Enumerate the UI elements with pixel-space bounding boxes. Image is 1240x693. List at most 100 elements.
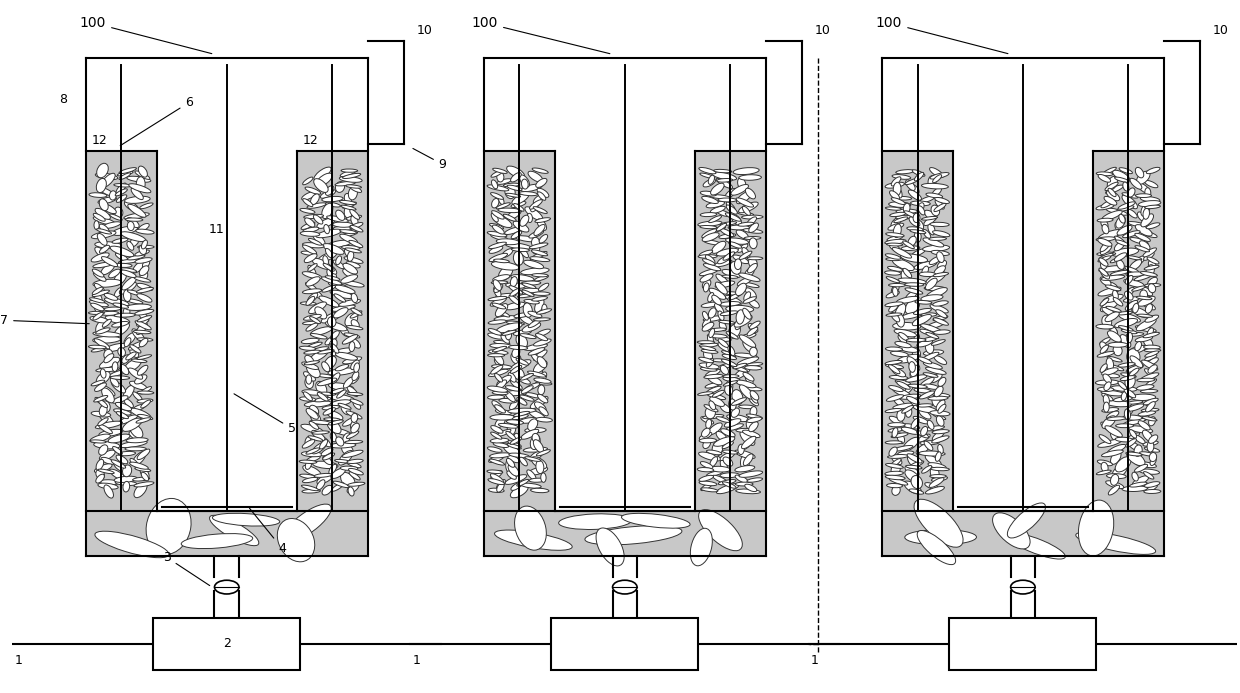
Ellipse shape: [309, 421, 319, 430]
Ellipse shape: [1104, 196, 1117, 205]
Ellipse shape: [1125, 300, 1137, 310]
Ellipse shape: [348, 487, 355, 496]
Ellipse shape: [1007, 533, 1065, 559]
Ellipse shape: [348, 468, 363, 475]
Ellipse shape: [936, 310, 947, 318]
Ellipse shape: [749, 258, 758, 268]
Ellipse shape: [496, 410, 511, 414]
Bar: [694, 150, 765, 511]
Ellipse shape: [336, 182, 345, 193]
Ellipse shape: [98, 187, 114, 196]
Bar: [154, 618, 300, 669]
Ellipse shape: [743, 297, 756, 304]
Ellipse shape: [903, 203, 910, 213]
Ellipse shape: [697, 468, 714, 472]
Ellipse shape: [496, 203, 511, 209]
Ellipse shape: [897, 209, 918, 213]
Ellipse shape: [93, 262, 114, 267]
Ellipse shape: [490, 453, 511, 458]
Ellipse shape: [314, 215, 322, 224]
Ellipse shape: [724, 419, 740, 427]
Ellipse shape: [920, 441, 939, 445]
Ellipse shape: [724, 385, 733, 395]
Ellipse shape: [99, 405, 107, 416]
Ellipse shape: [924, 216, 936, 225]
Ellipse shape: [1136, 326, 1156, 332]
Ellipse shape: [100, 369, 105, 378]
Ellipse shape: [515, 236, 539, 242]
Ellipse shape: [708, 175, 714, 184]
Ellipse shape: [528, 419, 538, 431]
Ellipse shape: [539, 407, 548, 416]
Ellipse shape: [746, 257, 763, 260]
Ellipse shape: [1125, 276, 1133, 284]
Ellipse shape: [330, 428, 352, 436]
Ellipse shape: [515, 506, 547, 550]
Ellipse shape: [885, 364, 904, 369]
Ellipse shape: [702, 233, 719, 241]
Ellipse shape: [301, 251, 316, 255]
Ellipse shape: [1105, 285, 1121, 291]
Ellipse shape: [497, 482, 505, 492]
Ellipse shape: [709, 466, 730, 472]
Ellipse shape: [910, 370, 916, 380]
Ellipse shape: [138, 245, 154, 249]
Ellipse shape: [324, 356, 336, 369]
Ellipse shape: [491, 234, 507, 240]
Ellipse shape: [743, 283, 759, 288]
Ellipse shape: [104, 293, 118, 300]
Ellipse shape: [928, 223, 935, 235]
Ellipse shape: [129, 341, 145, 350]
Ellipse shape: [325, 276, 340, 281]
Ellipse shape: [104, 353, 114, 362]
Ellipse shape: [921, 313, 937, 317]
Ellipse shape: [734, 367, 750, 379]
Ellipse shape: [1101, 422, 1111, 431]
Ellipse shape: [1126, 333, 1143, 336]
Ellipse shape: [1148, 416, 1156, 426]
Ellipse shape: [1110, 256, 1123, 263]
Ellipse shape: [521, 281, 541, 285]
Ellipse shape: [343, 333, 360, 338]
Ellipse shape: [327, 240, 352, 247]
Ellipse shape: [329, 464, 337, 474]
Ellipse shape: [309, 349, 329, 362]
Ellipse shape: [706, 419, 712, 429]
Ellipse shape: [490, 224, 503, 229]
Ellipse shape: [491, 213, 498, 222]
Ellipse shape: [888, 428, 904, 432]
Ellipse shape: [330, 290, 353, 299]
Ellipse shape: [1117, 225, 1132, 235]
Ellipse shape: [1100, 241, 1110, 252]
Ellipse shape: [720, 222, 737, 225]
Ellipse shape: [720, 452, 734, 461]
Ellipse shape: [511, 277, 517, 287]
Ellipse shape: [119, 168, 136, 174]
Ellipse shape: [717, 248, 738, 256]
Ellipse shape: [1147, 257, 1159, 264]
Ellipse shape: [306, 364, 320, 378]
Ellipse shape: [508, 286, 523, 294]
Ellipse shape: [704, 374, 723, 378]
Ellipse shape: [1112, 464, 1127, 478]
Ellipse shape: [505, 227, 522, 234]
Ellipse shape: [932, 231, 950, 237]
Ellipse shape: [146, 498, 191, 554]
Ellipse shape: [903, 268, 911, 278]
Ellipse shape: [342, 450, 363, 457]
Ellipse shape: [1107, 177, 1117, 190]
Ellipse shape: [139, 266, 149, 276]
Ellipse shape: [1104, 402, 1110, 412]
Ellipse shape: [531, 353, 542, 364]
Ellipse shape: [533, 318, 551, 321]
Ellipse shape: [505, 302, 525, 310]
Ellipse shape: [885, 254, 900, 259]
Ellipse shape: [317, 374, 332, 378]
Ellipse shape: [704, 405, 718, 412]
Ellipse shape: [1142, 401, 1153, 407]
Ellipse shape: [905, 407, 911, 417]
Ellipse shape: [114, 288, 123, 297]
Ellipse shape: [521, 483, 541, 488]
Ellipse shape: [1126, 452, 1142, 456]
Bar: [1092, 150, 1163, 511]
